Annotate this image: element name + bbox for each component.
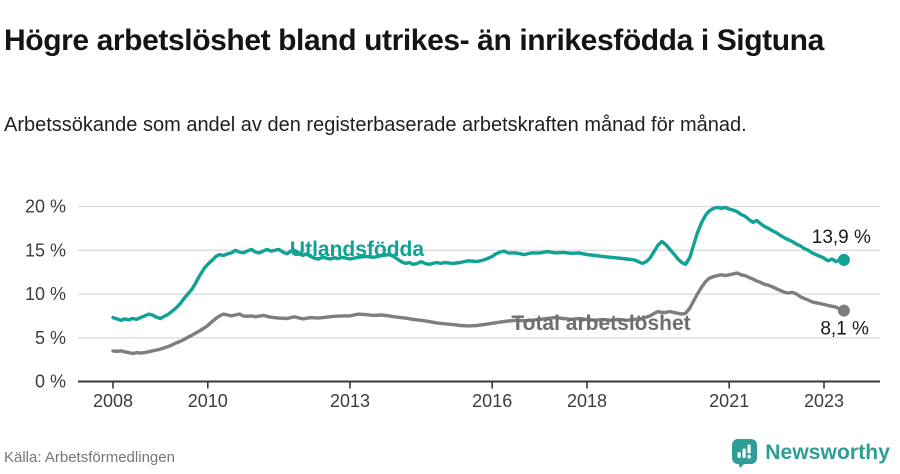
x-tick-label: 2016	[472, 391, 512, 411]
chart-subtitle: Arbetssökande som andel av den registerb…	[4, 114, 747, 136]
y-tick-label: 10 %	[25, 284, 66, 304]
newsworthy-logo: Newsworthy	[731, 438, 890, 468]
series-inline-label: Total arbetslöshet	[511, 312, 690, 335]
y-tick-label: 15 %	[25, 240, 66, 260]
series-end-dot	[837, 253, 850, 266]
series-end-dot	[837, 304, 850, 317]
page-title: Högre arbetslöshet bland utrikes- än inr…	[4, 24, 824, 58]
x-tick-label: 2010	[188, 391, 228, 411]
x-tick-label: 2021	[709, 391, 749, 411]
series-inline-label: Utlandsfödda	[290, 238, 424, 261]
y-tick-label: 0 %	[35, 372, 66, 392]
newsworthy-logo-icon	[732, 439, 758, 468]
x-tick-label: 2013	[330, 391, 370, 411]
series-end-value-label: 13,9 %	[812, 227, 871, 248]
series-line-utlandsfodda	[111, 205, 846, 322]
series-end-value-label: 8,1 %	[820, 319, 869, 340]
source-note: Källa: Arbetsförmedlingen	[4, 449, 175, 466]
x-tick-label: 2008	[93, 391, 133, 411]
x-tick-label: 2018	[567, 391, 607, 411]
x-tick-label: 2023	[804, 391, 844, 411]
y-tick-label: 5 %	[35, 328, 66, 348]
newsworthy-brand-text: Newsworthy	[765, 441, 890, 464]
y-tick-label: 20 %	[25, 197, 66, 217]
series-line-total	[111, 271, 846, 356]
